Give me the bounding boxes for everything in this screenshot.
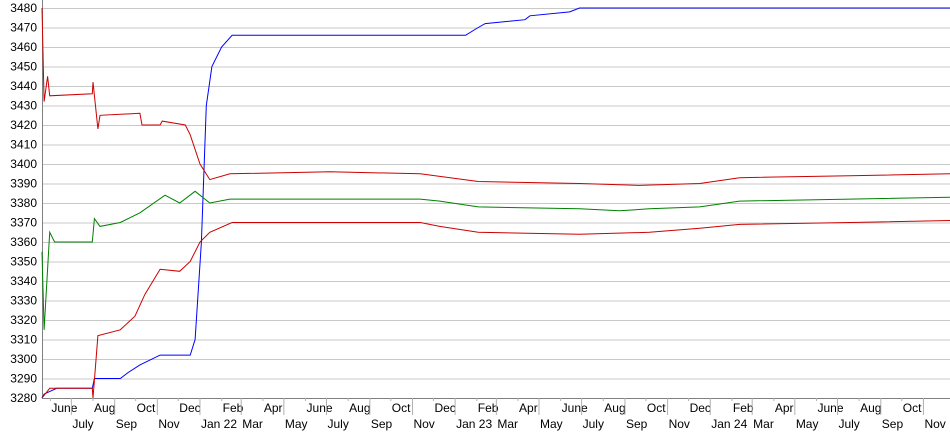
x-tick-label: Feb (223, 401, 244, 415)
gridlines (42, 8, 950, 399)
x-tick-label: Aug (94, 401, 115, 415)
y-tick-label: 3310 (10, 333, 37, 347)
x-tick-label: Sep (371, 417, 393, 431)
x-tick-label: Apr (775, 401, 794, 415)
x-tick-label: Dec (690, 401, 711, 415)
series-lines (41, 7, 950, 399)
x-tick-label: Oct (392, 401, 411, 415)
x-tick-label: June (307, 401, 333, 415)
x-tick-label: Sep (882, 417, 904, 431)
y-tick-label: 3390 (10, 177, 37, 191)
series-line-1 (41, 7, 950, 186)
y-tick-label: 3480 (10, 1, 37, 15)
x-tick-label: Nov (158, 417, 179, 431)
y-tick-label: 3340 (10, 274, 37, 288)
series-line-2 (41, 190, 950, 330)
x-tick-label: Feb (478, 401, 499, 415)
x-tick-label: Nov (669, 417, 690, 431)
x-tick-label: Nov (924, 417, 945, 431)
x-tick-label: Jan 24 (711, 417, 747, 431)
x-tick-label: July (72, 417, 93, 431)
y-tick-label: 3410 (10, 138, 37, 152)
y-tick-label: 3380 (10, 196, 37, 210)
y-tick-label: 3440 (10, 79, 37, 93)
x-tick-label: Mar (242, 417, 263, 431)
x-tick-label: Nov (413, 417, 434, 431)
x-tick-label: Feb (733, 401, 754, 415)
x-tick-label: June (562, 401, 588, 415)
x-tick-label: Aug (349, 401, 370, 415)
y-tick-label: 3290 (10, 372, 37, 386)
x-tick-label: Sep (116, 417, 138, 431)
x-tick-label: Apr (519, 401, 538, 415)
x-tick-label: June (817, 401, 843, 415)
x-tick-label: Oct (647, 401, 666, 415)
x-tick-label: Dec (179, 401, 200, 415)
x-tick-label: July (327, 417, 348, 431)
x-tick-label: May (796, 417, 819, 431)
x-tick-label: July (838, 417, 859, 431)
y-tick-label: 3320 (10, 313, 37, 327)
x-tick-label: Jan 22 (201, 417, 237, 431)
x-tick-label: Oct (137, 401, 156, 415)
x-tick-label: June (51, 401, 77, 415)
y-tick-label: 3370 (10, 216, 37, 230)
x-tick-label: Apr (264, 401, 283, 415)
y-tick-label: 3430 (10, 99, 37, 113)
x-tick-label: Mar (753, 417, 774, 431)
x-tick-label: May (285, 417, 308, 431)
x-tick-label: May (540, 417, 563, 431)
x-tick-label: Mar (497, 417, 518, 431)
y-axis: 3280 3290 3300 3310 3320 3330 3340 3350 3360 3370… (10, 0, 43, 405)
y-tick-label: 3350 (10, 255, 37, 269)
x-tick-label: Jan 23 (456, 417, 492, 431)
x-tick-label: Aug (604, 401, 625, 415)
series-line-3 (41, 220, 950, 399)
y-tick-label: 3280 (10, 391, 37, 405)
x-tick-label: Aug (860, 401, 881, 415)
x-tick-label: July (583, 417, 604, 431)
y-tick-label: 3330 (10, 294, 37, 308)
x-tick-label: Dec (434, 401, 455, 415)
x-tick-label: Oct (903, 401, 922, 415)
y-tick-label: 3460 (10, 40, 37, 54)
y-tick-label: 3420 (10, 118, 37, 132)
x-tick-label: Sep (626, 417, 648, 431)
y-tick-label: 3470 (10, 21, 37, 35)
y-tick-label: 3360 (10, 235, 37, 249)
y-tick-label: 3400 (10, 157, 37, 171)
y-tick-label: 3450 (10, 60, 37, 74)
y-tick-label: 3300 (10, 352, 37, 366)
